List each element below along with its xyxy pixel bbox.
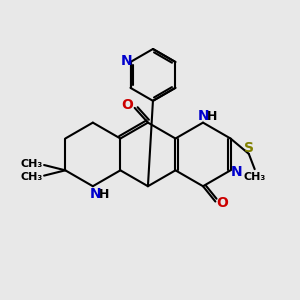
Text: H: H	[99, 188, 109, 201]
Text: S: S	[244, 141, 254, 155]
Text: O: O	[122, 98, 133, 112]
Text: N: N	[198, 109, 209, 123]
Text: CH₃: CH₃	[244, 172, 266, 182]
Text: O: O	[216, 196, 228, 210]
Text: N: N	[121, 54, 133, 68]
Text: H: H	[207, 110, 217, 123]
Text: N: N	[231, 165, 243, 179]
Text: N: N	[89, 188, 101, 202]
Text: CH₃: CH₃	[21, 158, 43, 169]
Text: CH₃: CH₃	[21, 172, 43, 182]
